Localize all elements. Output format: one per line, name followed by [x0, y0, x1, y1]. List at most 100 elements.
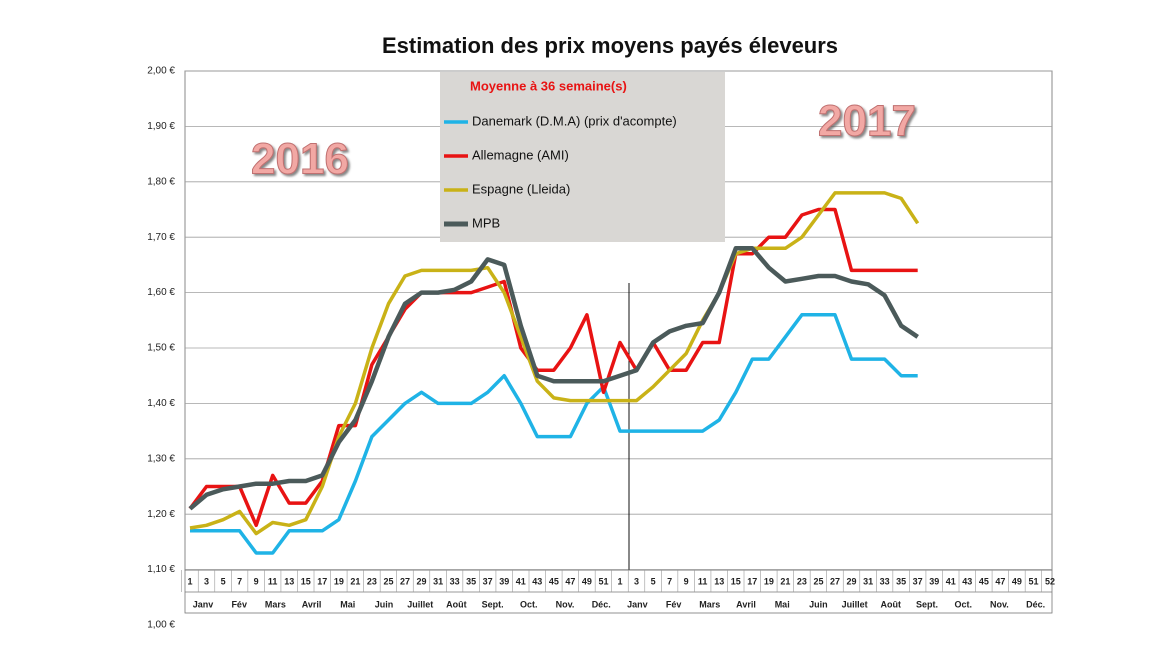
x-tick-label: 1: [617, 576, 622, 586]
x-tick-label: 43: [962, 576, 972, 586]
x-tick-label: 33: [450, 576, 460, 586]
y-tick-label: 1,40 €: [147, 398, 175, 409]
month-label: Mars: [265, 599, 286, 609]
month-label: Nov.: [990, 599, 1009, 609]
x-tick-label: 7: [667, 576, 672, 586]
x-tick-label: 49: [1012, 576, 1022, 586]
y-tick-label: 1,20 €: [147, 509, 175, 520]
month-label: Juin: [375, 599, 394, 609]
x-tick-label: 49: [582, 576, 592, 586]
month-label: Sept.: [916, 599, 938, 609]
x-tick-label: 31: [863, 576, 873, 586]
x-tick-label: 5: [221, 576, 226, 586]
x-tick-label: 37: [913, 576, 923, 586]
x-tick-label: 47: [995, 576, 1005, 586]
month-label: Janv: [193, 599, 214, 609]
month-label: Nov.: [556, 599, 575, 609]
y-tick-label: 1,10 €: [147, 564, 175, 575]
x-tick-label: 15: [301, 576, 311, 586]
series-line: [189, 191, 920, 536]
x-tick-label: 11: [698, 576, 708, 586]
x-tick-label: 39: [929, 576, 939, 586]
month-label: Mai: [775, 599, 790, 609]
series-line: [190, 313, 918, 555]
x-tick-label: 19: [334, 576, 344, 586]
x-tick-label: 31: [433, 576, 443, 586]
x-tick-label: 47: [565, 576, 575, 586]
x-tick-label: 15: [731, 576, 741, 586]
y-tick-label: 1,00 €: [147, 620, 175, 631]
month-label: Fév: [666, 599, 682, 609]
x-tick-label: 29: [847, 576, 857, 586]
chart-title: Estimation des prix moyens payés éleveur…: [382, 33, 838, 58]
x-tick-label: 11: [268, 576, 278, 586]
x-tick-label: 13: [714, 576, 724, 586]
y-tick-label: 1,30 €: [147, 453, 175, 464]
legend-label: Danemark (D.M.A) (prix d'acompte): [472, 113, 677, 128]
x-tick-label: 27: [400, 576, 410, 586]
x-tick-label: 45: [979, 576, 989, 586]
month-label: Juillet: [842, 599, 868, 609]
month-label: Fév: [231, 599, 247, 609]
legend-label: Allemagne (AMI): [472, 147, 569, 162]
x-tick-label: 51: [1028, 576, 1038, 586]
x-tick-label: 37: [483, 576, 493, 586]
x-tick-label: 35: [896, 576, 906, 586]
month-label: Déc.: [1026, 599, 1045, 609]
x-tick-label: 51: [598, 576, 608, 586]
x-tick-label: 21: [350, 576, 360, 586]
legend-label: Espagne (Lleida): [472, 181, 570, 196]
x-tick-label: 39: [499, 576, 509, 586]
x-tick-label: 45: [549, 576, 559, 586]
month-label: Déc.: [592, 599, 611, 609]
x-tick-label: 25: [813, 576, 823, 586]
x-tick-label: 21: [780, 576, 790, 586]
x-tick-label: 27: [830, 576, 840, 586]
month-label: Avril: [302, 599, 322, 609]
legend-label: MPB: [472, 215, 500, 230]
y-tick-label: 1,90 €: [147, 121, 175, 132]
month-label: Oct.: [954, 599, 972, 609]
month-label: Août: [881, 599, 902, 609]
x-tick-label: 3: [204, 576, 209, 586]
y-tick-label: 1,50 €: [147, 343, 175, 354]
series-line: [188, 207, 918, 528]
series-line: [188, 246, 919, 511]
month-label: Sept.: [482, 599, 504, 609]
x-tick-label: 52: [1045, 576, 1055, 586]
x-tick-label: 29: [417, 576, 427, 586]
month-label: Juillet: [407, 599, 433, 609]
x-tick-label: 43: [532, 576, 542, 586]
y-tick-label: 1,80 €: [147, 176, 175, 187]
month-label: Août: [446, 599, 467, 609]
month-label: Janv: [627, 599, 648, 609]
y-tick-label: 1,70 €: [147, 232, 175, 243]
x-tick-label: 1: [187, 576, 192, 586]
x-tick-label: 41: [516, 576, 526, 586]
legend-box: [440, 72, 725, 242]
year-annotation: 2016: [251, 135, 349, 184]
x-tick-label: 13: [284, 576, 294, 586]
x-tick-label: 5: [651, 576, 656, 586]
y-tick-label: 1,60 €: [147, 287, 175, 298]
month-label: Oct.: [520, 599, 538, 609]
x-tick-label: 9: [684, 576, 689, 586]
x-tick-label: 17: [317, 576, 327, 586]
month-label: Mars: [699, 599, 720, 609]
month-label: Mai: [340, 599, 355, 609]
x-tick-label: 25: [383, 576, 393, 586]
year-annotation: 2017: [818, 97, 916, 146]
x-tick-label: 9: [254, 576, 259, 586]
month-label: Juin: [809, 599, 828, 609]
legend-title: Moyenne à 36 semaine(s): [470, 78, 627, 93]
y-tick-label: 2,00 €: [147, 66, 175, 77]
x-tick-label: 33: [880, 576, 890, 586]
x-tick-label: 35: [466, 576, 476, 586]
x-tick-label: 7: [237, 576, 242, 586]
category-axis: [184, 569, 1053, 614]
x-tick-label: 23: [367, 576, 377, 586]
month-label: Avril: [736, 599, 756, 609]
x-tick-label: 17: [747, 576, 757, 586]
x-tick-label: 19: [764, 576, 774, 586]
